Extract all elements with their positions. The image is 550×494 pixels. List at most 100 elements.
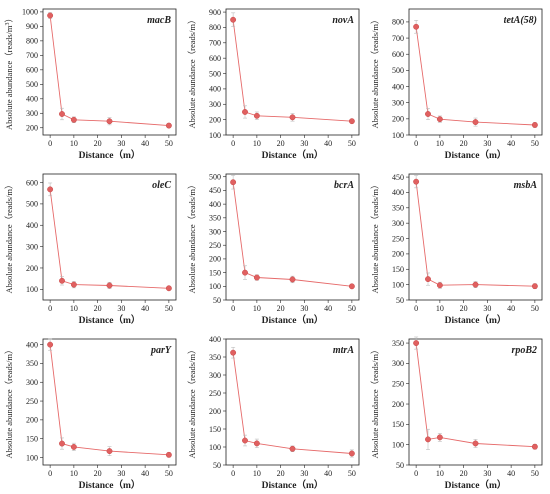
y-tick-label: 450 <box>392 173 404 182</box>
y-tick-label: 200 <box>392 250 404 259</box>
y-tick-label: 200 <box>392 400 404 409</box>
x-tick-label: 20 <box>94 469 102 478</box>
gene-label: novA <box>332 15 354 26</box>
y-tick-label: 500 <box>26 80 38 89</box>
x-tick-label: 10 <box>436 139 444 148</box>
x-tick-label: 30 <box>483 469 491 478</box>
y-tick-label: 500 <box>392 66 404 75</box>
data-point <box>348 283 355 290</box>
data-point <box>425 276 431 283</box>
y-tick-label: 50 <box>213 461 221 470</box>
y-tick-label: 1000 <box>22 8 38 17</box>
data-point <box>106 118 113 125</box>
x-tick-label: 30 <box>300 469 308 478</box>
x-tick-label: 50 <box>531 139 539 148</box>
y-axis-label: Absolute abundance（reads/m） <box>370 180 380 293</box>
y-tick-label: 350 <box>209 353 221 362</box>
x-tick-label: 50 <box>531 469 539 478</box>
x-tick-label: 50 <box>348 139 356 148</box>
y-tick-label: 100 <box>26 285 38 294</box>
y-tick-label: 300 <box>26 242 38 251</box>
gene-label: msbA <box>514 180 538 191</box>
y-tick-label: 300 <box>209 227 221 236</box>
y-tick-label: 700 <box>209 39 221 48</box>
y-tick-label: 250 <box>392 234 404 243</box>
y-tick-label: 350 <box>392 339 404 348</box>
gene-label: bcrA <box>334 180 354 191</box>
data-point <box>436 116 443 123</box>
plot-frame <box>42 8 177 136</box>
x-tick-label: 40 <box>141 469 149 478</box>
x-axis-label: Distance（m） <box>262 479 324 491</box>
y-tick-label: 50 <box>213 296 221 305</box>
series-line <box>232 19 352 122</box>
x-tick-label: 20 <box>460 469 468 478</box>
x-tick-label: 30 <box>117 469 125 478</box>
series-line <box>415 26 535 126</box>
data-point <box>59 277 65 284</box>
x-tick-label: 10 <box>253 139 261 148</box>
y-tick-label: 400 <box>26 340 38 349</box>
data-point <box>425 111 431 117</box>
y-tick-label: 800 <box>209 23 221 32</box>
series-line <box>232 182 352 287</box>
x-axis-label: Distance（m） <box>79 149 141 161</box>
plot-frame <box>42 173 177 301</box>
y-tick-label: 800 <box>392 18 404 27</box>
x-tick-label: 0 <box>48 139 52 148</box>
data-point <box>165 285 172 292</box>
panel-msba: 50 100 150 200 250 300 350 400 450 0 10 20 30 40 50 msb… <box>370 173 543 326</box>
x-tick-label: 0 <box>231 304 235 313</box>
panel-macb: 200 300 400 500 600 700 800 900 1000 0 10 20 30 40 50 m… <box>4 8 177 161</box>
y-tick-label: 100 <box>26 453 38 462</box>
x-axis-label: Distance（m） <box>79 314 141 326</box>
x-tick-label: 40 <box>324 139 332 148</box>
x-tick-label: 50 <box>165 139 173 148</box>
y-tick-label: 450 <box>209 186 221 195</box>
x-tick-label: 40 <box>507 304 515 313</box>
y-tick-label: 300 <box>392 219 404 228</box>
plot-frame <box>225 8 360 136</box>
x-tick-label: 10 <box>436 304 444 313</box>
y-tick-label: 900 <box>209 8 221 17</box>
x-tick-label: 30 <box>117 304 125 313</box>
x-tick-label: 0 <box>48 469 52 478</box>
data-point <box>242 109 248 115</box>
x-axis-label: Distance（m） <box>445 479 507 491</box>
x-tick-label: 20 <box>94 304 102 313</box>
data-point <box>230 349 237 356</box>
gene-label: parY <box>150 345 172 356</box>
x-tick-label: 10 <box>70 469 78 478</box>
y-tick-label: 300 <box>26 109 38 118</box>
x-tick-label: 20 <box>460 304 468 313</box>
x-tick-label: 20 <box>277 139 285 148</box>
gene-label: mtrA <box>333 345 354 356</box>
y-tick-label: 350 <box>392 204 404 213</box>
data-point <box>348 450 355 457</box>
x-tick-label: 0 <box>414 304 418 313</box>
y-tick-label: 400 <box>392 82 404 91</box>
data-point <box>47 12 54 19</box>
x-tick-label: 30 <box>300 139 308 148</box>
data-point <box>531 122 538 128</box>
gene-label: tetA(58) <box>504 15 537 26</box>
y-axis-label: Absolute abundance（reads/m） <box>4 180 14 293</box>
y-tick-label: 600 <box>392 50 404 59</box>
data-point <box>472 281 479 288</box>
data-point <box>253 440 260 447</box>
x-tick-label: 20 <box>277 304 285 313</box>
data-point <box>242 437 248 444</box>
x-axis-label: Distance（m） <box>262 314 324 326</box>
x-axis-label: Distance（m） <box>445 149 507 161</box>
data-point <box>413 23 420 30</box>
plot-frame <box>408 338 543 466</box>
y-tick-label: 150 <box>26 434 38 443</box>
data-point <box>472 440 479 447</box>
data-point <box>253 274 260 281</box>
y-axis-label: Absolute abundance（reads/m） <box>4 345 14 458</box>
data-point <box>289 114 296 121</box>
y-tick-label: 250 <box>209 389 221 398</box>
y-tick-label: 50 <box>396 461 404 470</box>
x-tick-label: 40 <box>324 469 332 478</box>
y-axis-label: Absolute abundance（reads/m） <box>370 15 380 128</box>
